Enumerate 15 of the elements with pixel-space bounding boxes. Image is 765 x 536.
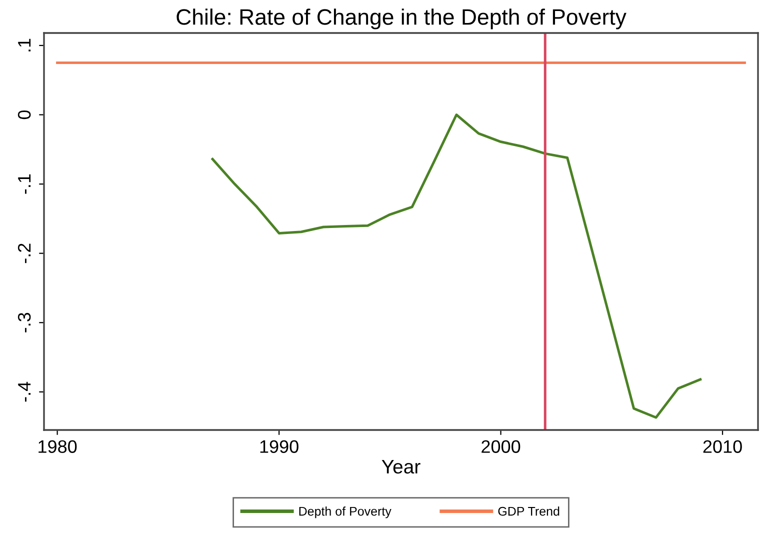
x-axis-title: Year: [382, 460, 420, 474]
legend-label: GDP Trend: [498, 506, 560, 516]
x-tick-label: 2000: [482, 440, 520, 453]
legend-label: Depth of Poverty: [299, 506, 392, 518]
y-tick-label: 0: [18, 110, 31, 120]
y-tick-label: .1: [18, 38, 31, 52]
y-tick-label: -.3: [18, 312, 31, 332]
chart-title: Chile: Rate of Change in the Depth of Poverty: [176, 8, 626, 30]
line-series: [211, 114, 702, 419]
y-tick-label: -.1: [18, 174, 31, 194]
x-tick-label: 1990: [260, 440, 298, 453]
x-tick-label: 1980: [38, 440, 77, 453]
y-tick-label: -.4: [18, 382, 31, 402]
x-tick-label: 2010: [703, 440, 742, 453]
y-tick-label: -.2: [18, 244, 31, 264]
